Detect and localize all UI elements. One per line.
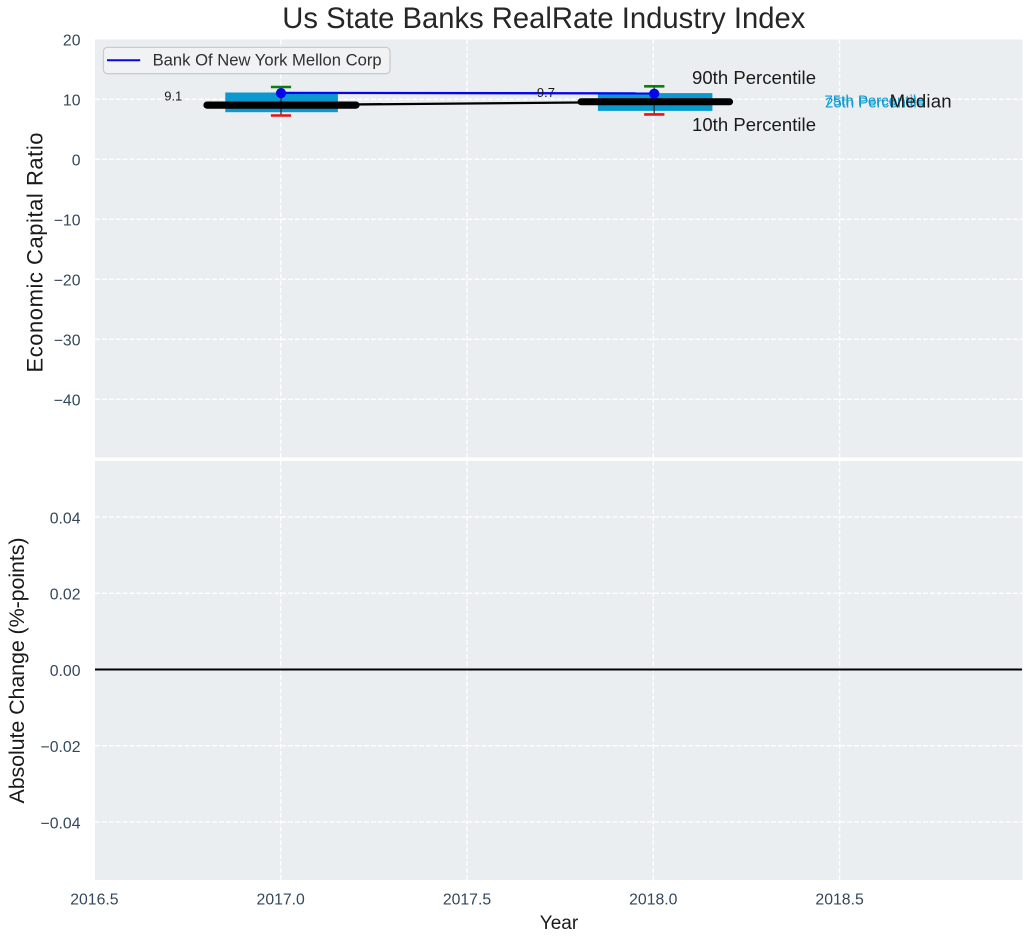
svg-text:Median: Median — [890, 91, 952, 112]
svg-text:2016.5: 2016.5 — [70, 891, 119, 908]
svg-text:2017.0: 2017.0 — [257, 891, 306, 908]
svg-text:0.04: 0.04 — [50, 511, 81, 528]
svg-text:−30: −30 — [54, 333, 81, 350]
svg-text:2018.0: 2018.0 — [629, 891, 678, 908]
svg-text:Economic Capital Ratio: Economic Capital Ratio — [23, 133, 48, 373]
svg-text:Bank Of New York Mellon Corp: Bank Of New York Mellon Corp — [153, 50, 382, 69]
svg-text:90th Percentile: 90th Percentile — [692, 67, 816, 88]
svg-text:25th Percentile: 25th Percentile — [825, 95, 925, 112]
svg-text:Year: Year — [540, 913, 579, 934]
svg-text:−10: −10 — [54, 213, 81, 230]
svg-text:0: 0 — [72, 153, 81, 170]
svg-text:2018.5: 2018.5 — [815, 891, 864, 908]
svg-text:−40: −40 — [54, 393, 81, 410]
svg-text:−0.04: −0.04 — [41, 815, 81, 832]
svg-text:Us State Banks RealRate Indust: Us State Banks RealRate Industry Index — [282, 3, 805, 35]
svg-text:−20: −20 — [54, 273, 81, 290]
svg-text:2017.5: 2017.5 — [443, 891, 492, 908]
svg-text:75th Percentile: 75th Percentile — [825, 92, 925, 109]
svg-text:−0.02: −0.02 — [41, 739, 81, 756]
svg-text:9.7: 9.7 — [537, 85, 555, 100]
svg-text:10: 10 — [63, 93, 81, 110]
svg-text:10th Percentile: 10th Percentile — [692, 114, 816, 135]
svg-text:Absolute Change (%-points): Absolute Change (%-points) — [5, 538, 29, 804]
svg-text:20: 20 — [63, 33, 81, 50]
svg-text:9.1: 9.1 — [164, 89, 182, 104]
svg-text:0.02: 0.02 — [50, 587, 81, 604]
svg-text:0.00: 0.00 — [50, 663, 81, 680]
